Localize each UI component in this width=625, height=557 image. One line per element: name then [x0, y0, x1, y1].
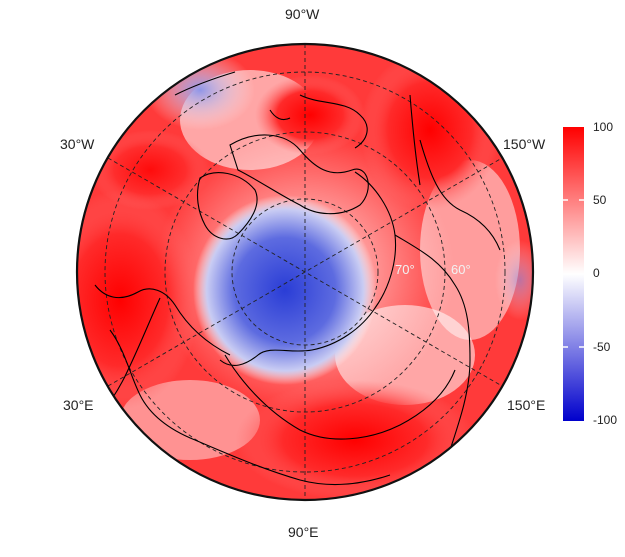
colorbar-tick-100: 100 — [593, 120, 614, 134]
map-boundary — [75, 42, 535, 502]
colorbar-tick-minus-50: -50 — [593, 340, 611, 354]
lon-label-lower-right: 150°E — [507, 397, 546, 413]
lon-label-upper-right: 150°W — [503, 136, 546, 152]
lon-label-bottom: 90°E — [288, 524, 319, 540]
lon-label-lower-left: 30°E — [63, 397, 94, 413]
colorbar-gradient — [563, 127, 584, 421]
lat-label-70: 70° — [395, 262, 415, 277]
colorbar-tick-0: 0 — [593, 266, 600, 280]
lon-label-top: 90°W — [285, 6, 320, 22]
colorbar-tick-50: 50 — [593, 193, 607, 207]
colorbar-tick-marks — [563, 199, 584, 348]
colorbar-tick-minus-100: -100 — [593, 413, 618, 427]
lat-label-60: 60° — [451, 262, 471, 277]
lon-label-upper-left: 30°W — [60, 136, 95, 152]
